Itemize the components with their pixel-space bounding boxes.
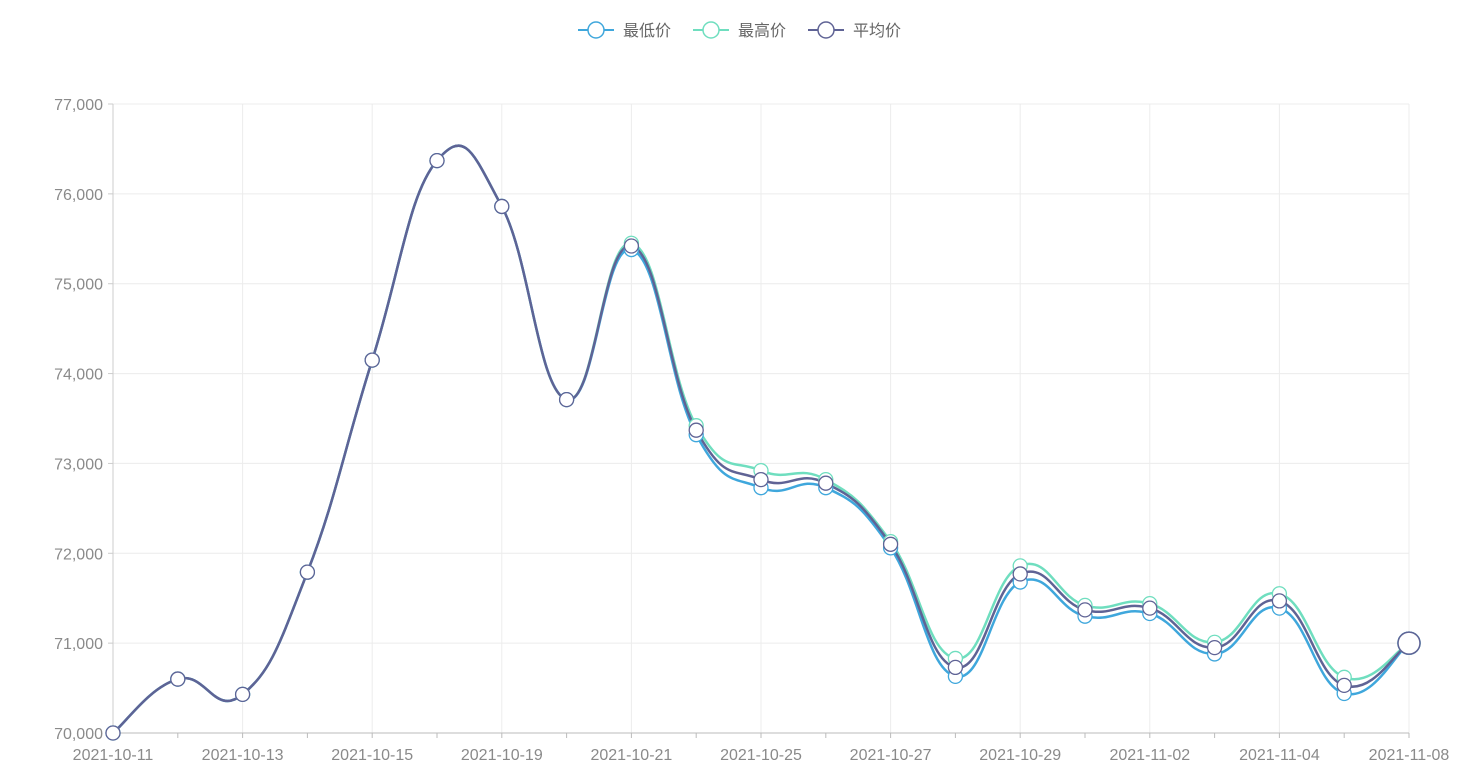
data-point[interactable] <box>234 686 251 703</box>
data-point[interactable] <box>1271 593 1288 609</box>
y-tick-label: 75,000 <box>54 277 103 294</box>
data-point[interactable] <box>299 564 316 580</box>
data-point[interactable] <box>688 422 704 438</box>
y-tick-label: 76,000 <box>54 187 103 204</box>
y-tick-label: 74,000 <box>54 367 103 384</box>
y-tick-label: 77,000 <box>54 97 103 114</box>
x-tick-label: 2021-11-02 <box>1109 747 1190 764</box>
data-point[interactable] <box>364 352 380 368</box>
x-tick-label: 2021-10-11 <box>73 747 154 764</box>
x-tick-label: 2021-10-21 <box>590 747 672 764</box>
x-axis-tick-labels: 2021-10-11 2021-10-13 2021-10-15 2021-10-19… <box>73 747 1450 764</box>
data-point[interactable] <box>1077 602 1093 618</box>
data-point[interactable] <box>947 659 964 676</box>
data-point[interactable] <box>1336 677 1352 694</box>
series-points[interactable] <box>105 152 1421 741</box>
x-tick-label: 2021-10-29 <box>979 747 1061 764</box>
y-axis-tick-labels: 70,000 71,000 72,000 73,000 74,000 75,000 76,0… <box>54 97 103 743</box>
data-point[interactable] <box>170 671 186 687</box>
data-point[interactable] <box>623 238 640 254</box>
legend-item-2[interactable]: 平均价 <box>808 21 901 40</box>
legend-item-0[interactable]: 最低价 <box>578 21 671 40</box>
data-point[interactable] <box>753 471 769 488</box>
x-tick-label: 2021-10-27 <box>850 747 932 764</box>
x-tick-label: 2021-11-04 <box>1239 747 1320 764</box>
legend-item-1[interactable]: 最高价 <box>693 21 786 40</box>
data-point[interactable] <box>882 536 899 552</box>
legend[interactable]: 最低价 最高价 平均价 <box>578 21 901 40</box>
data-point[interactable] <box>1142 600 1158 616</box>
x-tick-label: 2021-10-19 <box>461 747 543 764</box>
data-point[interactable] <box>105 725 121 741</box>
y-tick-label: 70,000 <box>54 726 103 743</box>
legend-label: 最高价 <box>738 22 786 40</box>
data-point[interactable] <box>1397 631 1421 655</box>
legend-marker-icon <box>702 21 720 39</box>
y-tick-label: 72,000 <box>54 546 103 563</box>
y-tick-label: 71,000 <box>54 636 103 653</box>
data-point[interactable] <box>494 198 510 215</box>
x-tick-label: 2021-10-15 <box>331 747 413 764</box>
grid-lines <box>113 103 1410 734</box>
data-point[interactable] <box>1012 566 1028 582</box>
legend-label: 最低价 <box>623 22 671 40</box>
x-tick-label: 2021-11-08 <box>1369 747 1450 764</box>
data-point[interactable] <box>429 152 445 169</box>
legend-label: 平均价 <box>853 22 901 40</box>
data-point[interactable] <box>558 391 575 408</box>
x-tick-label: 2021-10-25 <box>720 747 802 764</box>
data-point[interactable] <box>1206 639 1223 656</box>
x-tick-label: 2021-10-13 <box>202 747 284 764</box>
legend-marker-icon <box>817 21 835 39</box>
data-point[interactable] <box>818 475 834 491</box>
y-tick-label: 73,000 <box>54 456 103 473</box>
legend-marker-icon <box>587 21 605 39</box>
